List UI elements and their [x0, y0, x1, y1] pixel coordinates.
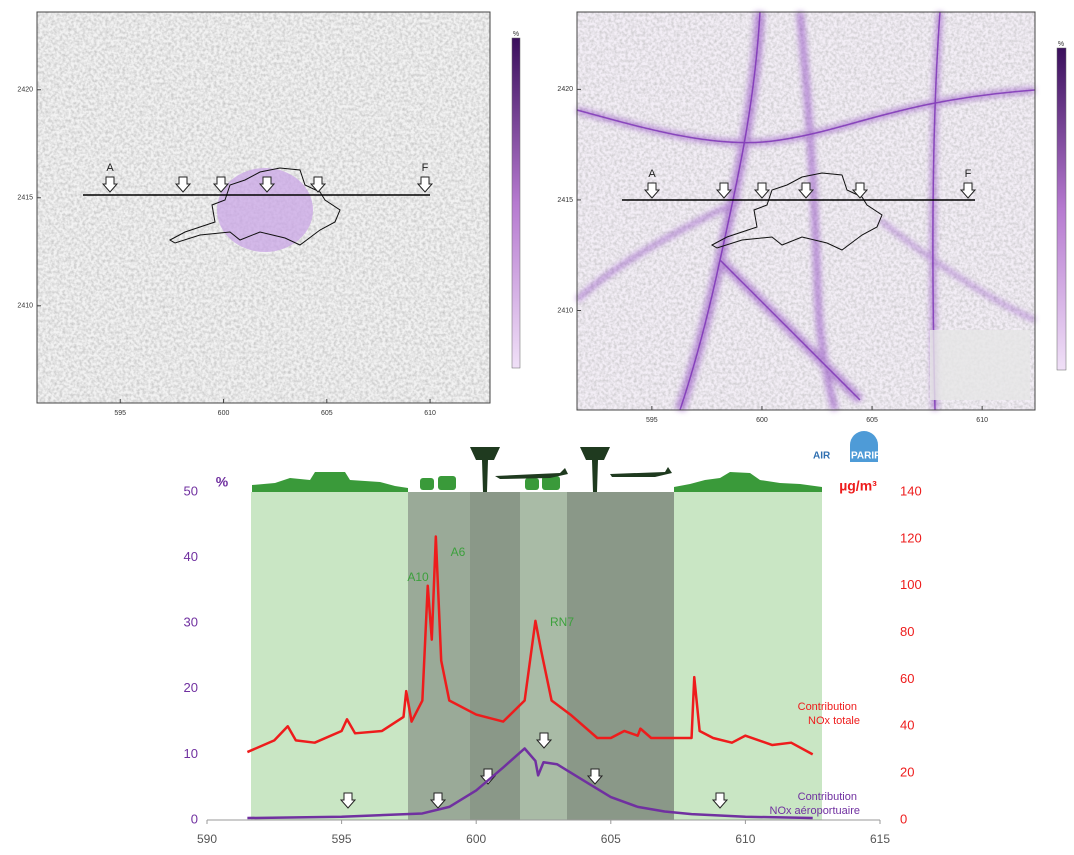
y-tick-label: 2420	[17, 87, 33, 94]
y-tick-label: 2410	[17, 303, 33, 310]
x-tick-label: 595	[646, 417, 658, 424]
peak-label: A10	[407, 570, 429, 584]
map-left-image	[37, 12, 520, 403]
y-tick-label: 2410	[557, 307, 573, 314]
x-tick-label: 610	[735, 832, 755, 846]
airport-icons	[470, 447, 672, 492]
y2-tick-label: 40	[900, 718, 914, 733]
peak-label: RN7	[550, 615, 574, 629]
x-tick-label: 590	[197, 832, 217, 846]
y2-tick-label: 0	[900, 811, 907, 826]
y-tick-label: 20	[184, 680, 198, 695]
y-tick-label: 10	[184, 746, 198, 761]
x-tick-label: 600	[466, 832, 486, 846]
y-tick-label: 2415	[17, 195, 33, 202]
x-tick-label: 595	[332, 832, 352, 846]
y-tick-label: 2420	[557, 86, 573, 93]
y-tick-label: 2415	[557, 197, 573, 204]
x-tick-label: 595	[114, 410, 126, 417]
figure: AIR PARIF 595600605610241024152420%AF595…	[0, 0, 1074, 855]
y2-tick-label: 20	[900, 765, 914, 780]
x-tick-label: 605	[866, 417, 878, 424]
y2-tick-label: 120	[900, 530, 922, 545]
x-tick-label: 605	[321, 410, 333, 417]
y2-tick-label: 140	[900, 483, 922, 498]
x-tick-label: 605	[601, 832, 621, 846]
y2-tick-label: 100	[900, 577, 922, 592]
transect-label: A	[106, 162, 114, 174]
y2-axis-label: µg/m³	[839, 478, 877, 494]
logo-left: AIR	[813, 451, 831, 462]
x-tick-label: 615	[870, 832, 890, 846]
peak-label: A6	[451, 545, 466, 559]
transect-label: F	[422, 162, 429, 174]
colorbar-label: %	[1058, 41, 1064, 48]
x-tick-label: 600	[218, 410, 230, 417]
logo: AIR PARIF	[813, 431, 880, 462]
map-right-image	[577, 12, 1066, 410]
transect-label: F	[965, 168, 972, 180]
y-tick-label: 30	[184, 615, 198, 630]
y-axis-label: %	[216, 474, 229, 490]
y-tick-label: 0	[191, 811, 198, 826]
colorbar-label: %	[513, 31, 519, 38]
logo-right: PARIF	[851, 451, 880, 462]
y-tick-label: 50	[184, 483, 198, 498]
y2-tick-label: 60	[900, 671, 914, 686]
x-tick-label: 610	[424, 410, 436, 417]
x-tick-label: 610	[976, 417, 988, 424]
y2-tick-label: 80	[900, 624, 914, 639]
transect-label: A	[648, 168, 656, 180]
y-tick-label: 40	[184, 549, 198, 564]
x-tick-label: 600	[756, 417, 768, 424]
